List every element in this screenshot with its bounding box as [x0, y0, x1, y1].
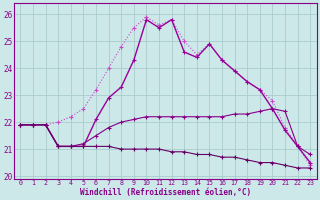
X-axis label: Windchill (Refroidissement éolien,°C): Windchill (Refroidissement éolien,°C) [80, 188, 251, 197]
